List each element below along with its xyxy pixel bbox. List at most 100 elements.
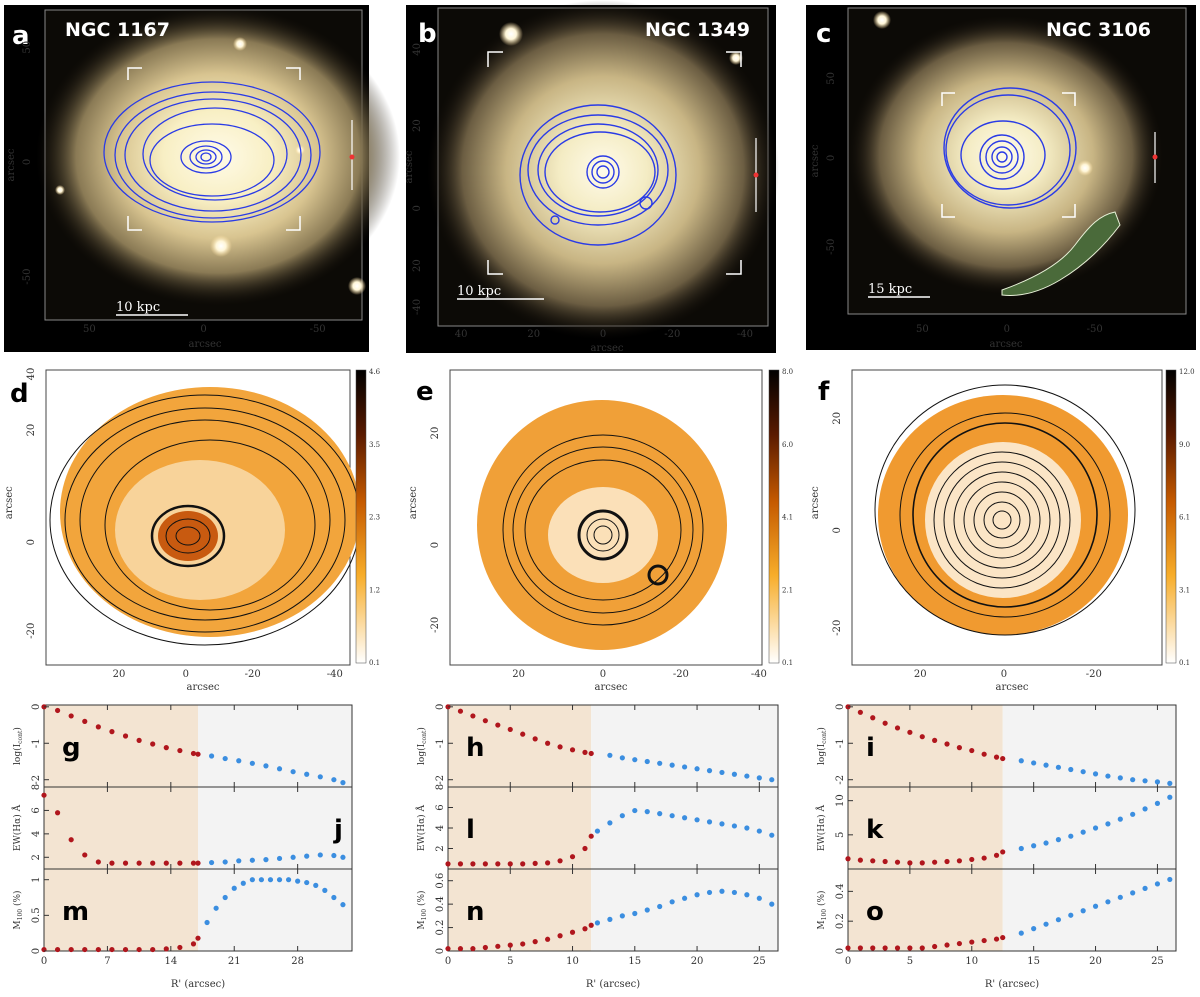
y-tick-m: 0.5 [31, 907, 42, 923]
x-axis-label-o: R' (arcsec) [985, 979, 1039, 990]
x-axis-label-n: R' (arcsec) [586, 979, 640, 990]
y-tick-d: -20 [26, 623, 37, 639]
y-tick-o: 0.2 [835, 913, 846, 929]
shade-outer-k [1002, 787, 1176, 869]
data-point-m [313, 882, 319, 889]
data-point-o [1068, 912, 1074, 918]
data-point-j [317, 852, 323, 858]
data-point-h [520, 731, 526, 737]
data-point-l [457, 861, 464, 867]
x-tick-n: 15 [628, 956, 641, 967]
data-point-l [507, 861, 513, 867]
data-point-l [582, 845, 588, 852]
data-point-l [657, 811, 663, 817]
data-point-h [694, 766, 700, 772]
data-point-o [944, 942, 950, 948]
x-tick-d: 0 [183, 669, 189, 680]
panel-e [449, 369, 780, 666]
corner-marks-b [487, 51, 742, 275]
data-point-m [122, 946, 129, 953]
data-point-k [894, 859, 901, 865]
data-point-o [969, 939, 975, 945]
data-point-o [1043, 921, 1049, 927]
contours-c [943, 87, 1077, 209]
x-tick-b: -20 [664, 329, 680, 340]
galaxy-a [36, 6, 400, 306]
data-point-k [1043, 840, 1049, 846]
data-point-k [870, 858, 876, 864]
data-point-l [495, 861, 501, 867]
colorbar-tick-f: 9.0 [1179, 441, 1190, 449]
y-tick-k: 5 [835, 832, 846, 838]
data-point-g [331, 777, 337, 783]
data-point-j [190, 860, 197, 866]
data-point-j [340, 854, 346, 860]
data-point-m [295, 878, 301, 884]
data-point-h [644, 758, 650, 765]
data-point-m [249, 877, 255, 883]
colorbar-tick-d: 1.2 [369, 586, 380, 594]
x-tick-o: 10 [965, 956, 978, 967]
data-point-k [857, 857, 863, 863]
shade-outer-n [591, 869, 778, 951]
data-point-g [190, 750, 197, 757]
data-point-k [1068, 833, 1074, 839]
y-tick-g: -1 [31, 738, 42, 748]
star-c1 [873, 11, 891, 29]
data-point-j [208, 859, 215, 866]
data-point-g [136, 737, 142, 743]
data-point-l [557, 858, 563, 864]
data-point-g [236, 758, 242, 764]
data-point-n [744, 892, 750, 898]
x-axis-label-e: arcsec [595, 682, 628, 693]
data-point-m [109, 946, 115, 953]
data-point-m [82, 946, 88, 953]
data-point-i [1080, 769, 1086, 775]
y-axis-label-end-i: ) [816, 727, 827, 731]
plot-frame-n [447, 868, 779, 952]
data-point-k [1092, 825, 1099, 831]
y-tick-d: 20 [26, 424, 37, 437]
y-tick-n: 0.4 [435, 896, 446, 912]
panel-letter-g: g [62, 733, 81, 763]
data-point-l [445, 861, 451, 867]
data-point-m [267, 877, 274, 883]
x-tick-o: 5 [907, 956, 913, 967]
x-tick-e: -40 [751, 669, 767, 680]
x-tick-n: 20 [691, 956, 704, 967]
x-tick-b: 40 [455, 329, 468, 340]
shade-inner-n [448, 869, 592, 951]
scale-label-b: 10 kpc [457, 284, 501, 299]
y-axis-label-i: log(Icont) [816, 727, 828, 765]
data-point-l [719, 821, 725, 827]
x-tick-n: 0 [445, 956, 451, 967]
data-point-k [1154, 800, 1161, 807]
colorbar-tick-e: 4.1 [782, 514, 793, 522]
data-point-l [619, 813, 625, 819]
data-point-i [1000, 755, 1006, 762]
data-point-m [190, 941, 197, 947]
data-point-n [694, 892, 700, 898]
x-tick-b: 20 [527, 329, 540, 340]
x-tick-n: 5 [507, 956, 513, 967]
shade-outer-i [1002, 705, 1176, 787]
y-tick-b: 20 [412, 119, 423, 132]
data-point-l [706, 819, 713, 825]
y-tick-n: 0.6 [435, 873, 446, 889]
colorbar-tick-d: 3.5 [369, 441, 380, 449]
data-point-o [1142, 885, 1148, 891]
data-point-l [470, 861, 476, 867]
y-tick-n: 0 [435, 948, 446, 954]
data-point-h [582, 749, 588, 755]
y-axis-label-sub-o: 100 [821, 909, 828, 921]
data-point-o [981, 937, 987, 944]
colorbar-tick-e: 0.1 [782, 659, 793, 667]
data-point-i [1154, 779, 1161, 785]
y-tick-d: 0 [26, 539, 37, 545]
y-axis-label-k: EW(Hα) Å [815, 804, 827, 851]
data-point-h [756, 775, 762, 781]
shade-outer-m [198, 869, 352, 951]
data-point-j [290, 854, 296, 860]
data-point-j [68, 837, 74, 843]
x-tick-o: 0 [845, 956, 851, 967]
